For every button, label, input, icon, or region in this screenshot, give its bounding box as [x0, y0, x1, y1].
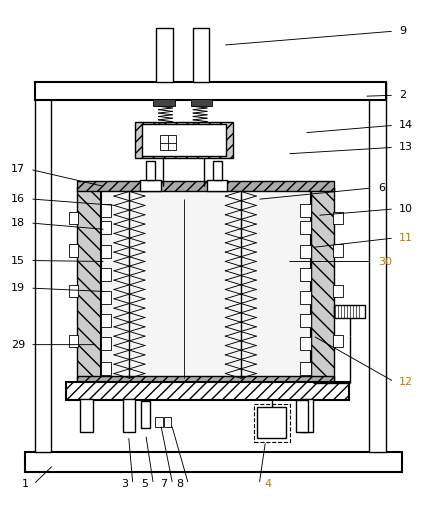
Bar [213, 161, 222, 180]
Bar [300, 204, 311, 217]
Text: 13: 13 [399, 143, 413, 152]
Text: 3: 3 [121, 479, 128, 490]
Bar [69, 285, 78, 296]
Bar [101, 268, 111, 281]
Bar [69, 212, 78, 224]
Bar [101, 337, 111, 350]
Bar [35, 82, 385, 100]
Bar [300, 399, 313, 432]
Bar [300, 337, 311, 350]
Bar [101, 362, 111, 375]
Bar [300, 291, 311, 304]
Bar [300, 245, 311, 258]
Text: 11: 11 [399, 233, 413, 243]
Bar [300, 268, 311, 281]
Bar [254, 404, 290, 442]
Bar [146, 161, 155, 180]
Text: 1: 1 [21, 479, 28, 490]
Bar [25, 452, 402, 472]
Bar [333, 285, 343, 296]
Bar [101, 188, 311, 382]
Text: 7: 7 [160, 479, 167, 490]
Text: 4: 4 [264, 479, 271, 490]
Bar [191, 99, 212, 106]
Bar [35, 82, 52, 452]
Text: 14: 14 [399, 120, 413, 130]
Text: 17: 17 [11, 165, 25, 174]
Bar [333, 212, 343, 224]
Bar [142, 124, 226, 156]
Bar [333, 244, 343, 257]
Bar [311, 188, 334, 382]
Bar [101, 221, 111, 235]
Bar [141, 401, 150, 428]
Bar [153, 99, 175, 106]
Bar [333, 335, 343, 346]
Text: 30: 30 [378, 257, 392, 267]
Text: 6: 6 [378, 183, 385, 193]
Bar [155, 417, 163, 427]
Text: 5: 5 [141, 479, 148, 490]
Bar [77, 181, 334, 192]
Bar [164, 417, 170, 427]
Bar [101, 245, 111, 258]
Bar [300, 221, 311, 235]
Bar [135, 122, 233, 158]
Text: 12: 12 [399, 377, 413, 387]
Bar [69, 335, 78, 346]
Text: 29: 29 [10, 340, 25, 350]
Bar [69, 244, 78, 257]
Bar [257, 407, 286, 438]
Bar [300, 362, 311, 375]
Bar [160, 135, 176, 150]
Bar [77, 188, 101, 382]
Bar [295, 400, 308, 432]
Bar [300, 314, 311, 327]
Text: 15: 15 [11, 256, 25, 266]
Text: 16: 16 [11, 194, 25, 204]
Text: 8: 8 [176, 479, 184, 490]
Bar [80, 399, 93, 432]
Bar [156, 28, 173, 82]
Bar [77, 376, 334, 385]
Text: 19: 19 [11, 283, 25, 293]
Bar [101, 291, 111, 304]
Bar [101, 204, 111, 217]
Bar [369, 82, 385, 452]
Bar [207, 180, 228, 192]
Text: 18: 18 [11, 218, 25, 228]
Bar [101, 314, 111, 327]
Bar [334, 305, 365, 318]
Text: 9: 9 [399, 26, 406, 36]
Text: 2: 2 [399, 90, 406, 100]
Bar [140, 180, 161, 192]
Bar [123, 399, 135, 432]
Text: 10: 10 [399, 204, 413, 214]
Bar [193, 28, 209, 82]
Bar [66, 382, 349, 400]
